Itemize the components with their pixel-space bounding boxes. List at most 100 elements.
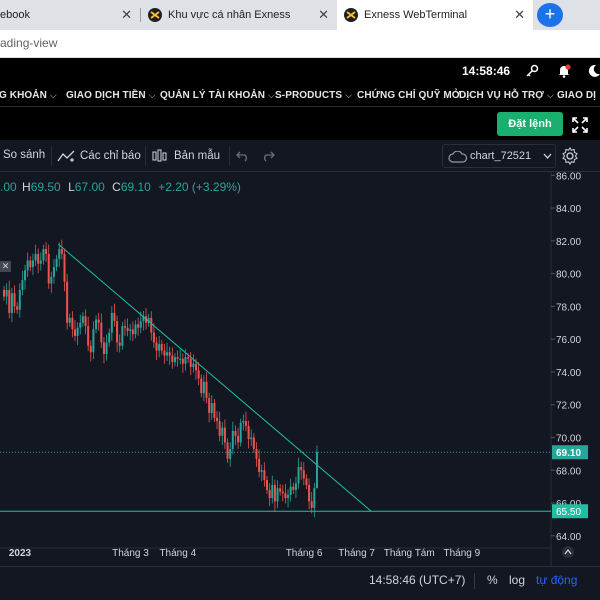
last-price-tag [552,445,588,460]
candle-body [116,321,119,343]
menu-item-account-management[interactable]: QUẢN LÝ TÀI KHOẢN ⌵ [160,90,275,101]
close-icon[interactable]: ✕ [514,7,525,22]
candle-body [37,253,40,264]
candle-body [95,319,98,330]
chart-layout-select[interactable]: chart_72521 [442,144,556,168]
gear-icon[interactable] [561,147,579,165]
new-tab-button[interactable]: + [537,3,563,27]
change-value: +2.20 (+3.29%) [158,180,241,194]
auto-scale-toggle[interactable]: tự động [536,573,578,587]
candle-body [134,324,137,335]
log-scale-toggle[interactable]: log [509,573,526,587]
candle-body [34,253,37,261]
candle-body [123,326,126,328]
tab-title: ebook [0,9,30,21]
candles [3,239,318,518]
scroll-right-button[interactable] [562,546,574,558]
candle-body [110,312,113,333]
chart-layout-name: chart_72521 [470,150,532,162]
candle-body [8,289,11,313]
low-label: L [68,180,75,194]
candle-body [16,306,19,310]
candle-body [126,327,129,331]
menu-item-s-products[interactable]: S-PRODUCTS ⌵ [275,90,353,101]
candle-body [223,427,226,443]
candle-body [294,483,297,490]
candle-body [250,437,253,440]
candle-body [76,327,79,336]
toolbar-divider [229,146,230,166]
compare-button[interactable]: So sánh [3,149,46,161]
candle-body [276,488,279,502]
redo-icon[interactable] [261,150,275,162]
fullscreen-icon[interactable] [571,116,589,134]
candle-body [171,355,174,363]
bell-icon[interactable] [556,63,572,79]
candle-body [129,329,132,331]
x-tick-label: 2023 [9,548,32,559]
candle-body [66,281,69,323]
candle-body [310,501,313,508]
undo-icon[interactable] [236,150,250,162]
chart-bottom-bar: 14:58:46 (UTC+7) % log tự động [0,566,600,600]
x-tick-label: Tháng 4 [159,548,196,559]
menu-item-money[interactable]: GIAO DỊCH TIỀN ⌵ [66,90,156,101]
candle-body [287,494,290,499]
menu-item-trading[interactable]: GIAO DỊ [557,90,597,101]
menu-item-support[interactable]: DỊCH VỤ HỖ TRỢ ⌵ [459,90,554,101]
toolbar-divider [51,146,52,166]
browser-tabstrip: ebook ✕ Khu vực cá nhân Exness ✕ Exness … [0,0,600,30]
candle-body [300,466,303,471]
chart-area[interactable]: 64.0066.0068.0070.0072.0074.0076.0078.00… [0,172,600,600]
candle-body [252,437,255,449]
y-tick-label: 74.00 [556,368,581,379]
close-icon[interactable]: ✕ [121,7,132,22]
templates-button[interactable]: Bản mẫu [151,149,220,163]
candle-body [176,357,179,359]
y-tick-label: 80.00 [556,270,581,281]
y-tick-label: 64.00 [556,532,581,543]
percent-scale-toggle[interactable]: % [487,573,498,587]
price-chart[interactable]: 64.0066.0068.0070.0072.0074.0076.0078.00… [0,172,600,566]
candle-body [279,488,282,492]
y-tick-label: 82.00 [556,237,581,248]
place-order-button[interactable]: Đặt lệnh [497,112,563,136]
candle-body [258,458,261,472]
indicators-button[interactable]: Các chỉ báo [57,149,141,163]
close-value: 69.10 [120,180,151,194]
candle-body [247,426,250,440]
candle-body [202,381,205,394]
chevron-down-icon: ⌵ [463,90,471,100]
close-icon[interactable]: ✕ [318,7,329,22]
candle-body [173,357,176,363]
candle-body [24,270,27,281]
browser-tab-3-active[interactable]: Exness WebTerminal ✕ [337,0,533,30]
high-value: 69.50 [30,180,61,194]
candle-body [194,363,197,371]
candle-body [237,435,240,443]
candle-body [221,427,224,436]
moon-icon[interactable] [586,63,600,79]
candle-body [210,403,213,413]
toolbar-divider [145,146,146,166]
top-bar: 14:58:46 [0,58,600,85]
address-bar[interactable]: ading-view [0,30,600,58]
candle-body [297,466,300,484]
candle-body [29,260,32,268]
candle-body [244,421,247,427]
candle-body [273,485,276,502]
browser-tab-2[interactable]: Khu vực cá nhân Exness ✕ [141,0,337,30]
candle-body [226,442,229,459]
main-menu: G KHOẢN ⌵ GIAO DỊCH TIỀN ⌵ QUẢN LÝ TÀI KHO… [0,85,600,107]
candle-body [108,332,111,343]
key-icon[interactable] [524,63,540,79]
menu-item-accounts[interactable]: G KHOẢN ⌵ [0,90,57,101]
browser-tab-1[interactable]: ebook ✕ [0,0,140,30]
candle-body [302,470,305,479]
candle-body [163,350,166,356]
menu-item-fund-certificates[interactable]: CHỨNG CHỈ QUỸ MỞ ⌵ [357,90,471,101]
close-icon[interactable]: ✕ [0,261,11,272]
chevron-down-icon [543,153,552,159]
candle-body [5,289,8,297]
candle-body [10,293,13,313]
